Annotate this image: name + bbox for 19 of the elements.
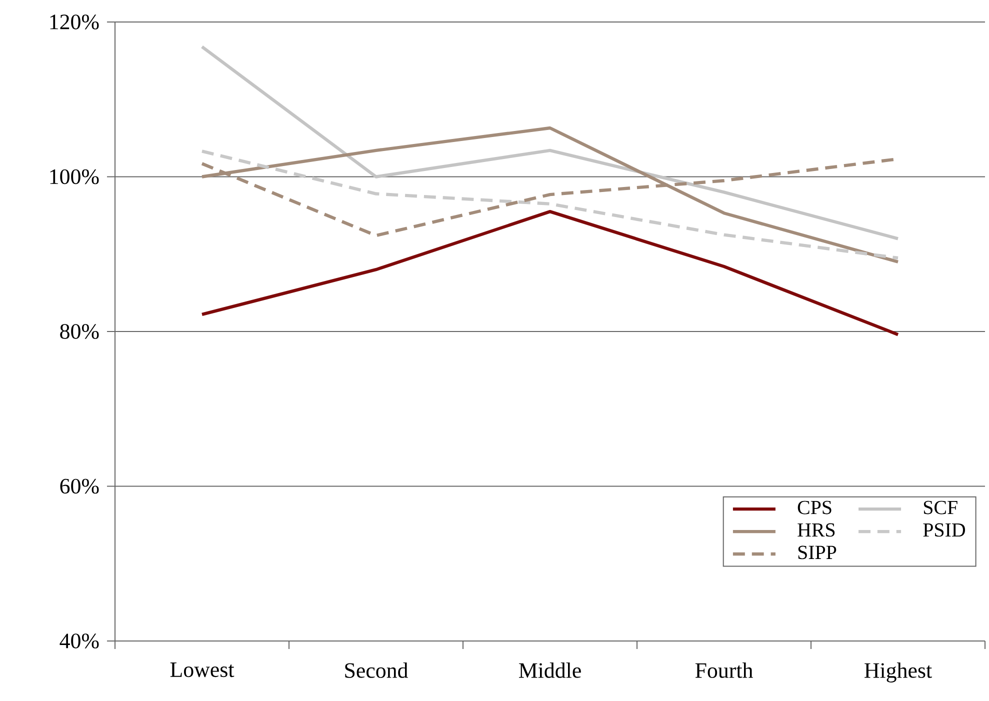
x-tick-label: Second — [345, 662, 408, 678]
x-tick-label: Middle — [518, 662, 581, 678]
y-tick-label: 40% — [60, 634, 99, 648]
x-tick-label: Lowest — [170, 662, 234, 678]
y-tick-label: 120% — [50, 14, 99, 30]
legend-label: SIPP — [798, 546, 836, 560]
legend-label: HRS — [798, 523, 835, 537]
legend-label: CPS — [798, 500, 832, 514]
legend-label: SCF — [924, 500, 958, 514]
line-series — [200, 45, 900, 240]
line-series — [200, 210, 900, 336]
y-tick-label: 60% — [60, 478, 99, 494]
line-series — [200, 126, 900, 264]
legend-label: PSID — [923, 523, 966, 537]
y-tick-label: 100% — [50, 169, 99, 184]
line-series — [200, 150, 900, 260]
y-tick-label: 80% — [60, 324, 99, 339]
x-tick-label: Highest — [864, 662, 932, 682]
x-tick-label: Fourth — [695, 662, 753, 678]
